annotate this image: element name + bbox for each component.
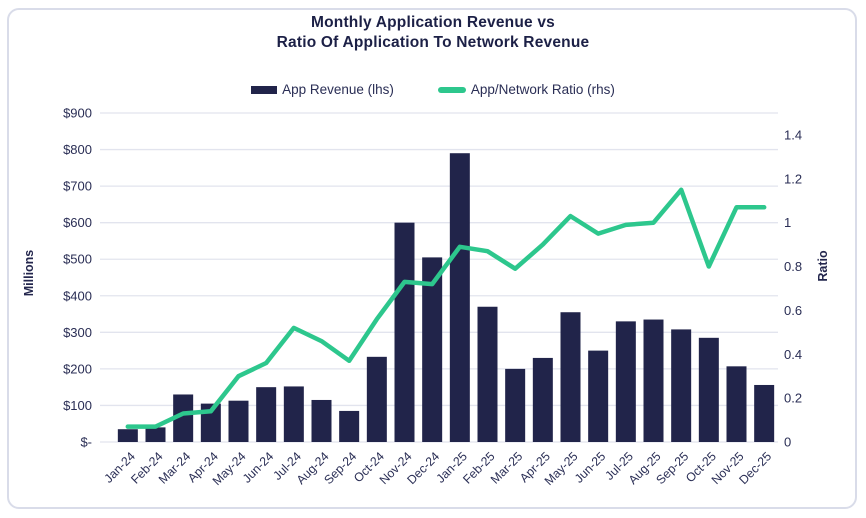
right-axis-tick-label: 0.6 xyxy=(784,303,802,318)
left-axis-tick-label: $500 xyxy=(63,252,92,267)
bar-Jul-25 xyxy=(615,321,636,442)
bar-Jan-25 xyxy=(449,153,470,442)
right-axis-tick-label: 0.8 xyxy=(784,259,802,274)
chart-legend: App Revenue (lhs) App/Network Ratio (rhs… xyxy=(0,82,866,97)
right-axis-tick-label: 0.4 xyxy=(784,347,802,362)
bar-Jan-24 xyxy=(117,429,138,442)
bar-Jun-25 xyxy=(588,350,609,442)
left-axis-tick-label: $800 xyxy=(63,142,92,157)
bar-Nov-24 xyxy=(394,222,415,442)
bar-Mar-24 xyxy=(173,394,194,442)
chart-title-line1: Monthly Application Revenue vs xyxy=(311,14,555,31)
bar-May-24 xyxy=(228,400,249,442)
left-axis-tick-label: $100 xyxy=(63,398,92,413)
right-axis-tick-label: 1 xyxy=(784,215,791,230)
bar-series-swatch xyxy=(251,85,278,94)
legend-item-app-revenue: App Revenue (lhs) xyxy=(251,82,394,97)
left-axis-tick-label: $300 xyxy=(63,325,92,340)
left-axis-tick-label: $400 xyxy=(63,288,92,303)
x-axis-tick-label: Mar-24 xyxy=(156,449,194,487)
left-axis-tick-label: $900 xyxy=(63,106,92,121)
bar-Aug-25 xyxy=(643,319,664,442)
chart-title-line2: Ratio Of Application To Network Revenue xyxy=(276,34,590,51)
x-axis-tick-label: Mar-25 xyxy=(488,449,526,487)
legend-label-ratio: App/Network Ratio (rhs) xyxy=(470,82,615,97)
bar-Oct-24 xyxy=(366,356,387,442)
left-axis-tick-label: $- xyxy=(80,435,92,450)
bar-Sep-24 xyxy=(339,410,360,442)
x-axis-tick-label: Jun-24 xyxy=(240,449,277,486)
right-axis-tick-label: 0 xyxy=(784,435,791,450)
left-axis-tick-label: $700 xyxy=(63,179,92,194)
chart-title: Monthly Application Revenue vs Ratio Of … xyxy=(0,13,866,53)
bar-Dec-24 xyxy=(422,257,443,442)
left-axis-tick-label: $200 xyxy=(63,361,92,376)
bar-Jul-24 xyxy=(283,386,304,442)
bar-Dec-25 xyxy=(754,384,775,442)
bar-Mar-25 xyxy=(505,368,526,442)
legend-label-app-revenue: App Revenue (lhs) xyxy=(282,82,394,97)
bar-Oct-25 xyxy=(698,337,719,442)
bar-Sep-25 xyxy=(671,329,692,442)
right-axis-tick-label: 0.2 xyxy=(784,391,802,406)
right-axis-tick-label: 1.2 xyxy=(784,171,802,186)
bar-Feb-24 xyxy=(145,427,166,442)
bar-Nov-25 xyxy=(726,366,747,442)
bar-May-25 xyxy=(560,312,581,442)
legend-item-ratio: App/Network Ratio (rhs) xyxy=(437,82,615,97)
bar-Aug-24 xyxy=(311,399,332,442)
bar-Jun-24 xyxy=(256,387,277,442)
bar-Feb-25 xyxy=(477,306,498,442)
bar-Apr-25 xyxy=(532,357,553,442)
left-axis-tick-label: $600 xyxy=(63,215,92,230)
line-series-swatch xyxy=(437,86,466,93)
ratio-line xyxy=(125,187,767,429)
x-axis-tick-label: Jun-25 xyxy=(572,449,609,486)
right-axis-tick-label: 1.4 xyxy=(784,127,802,142)
